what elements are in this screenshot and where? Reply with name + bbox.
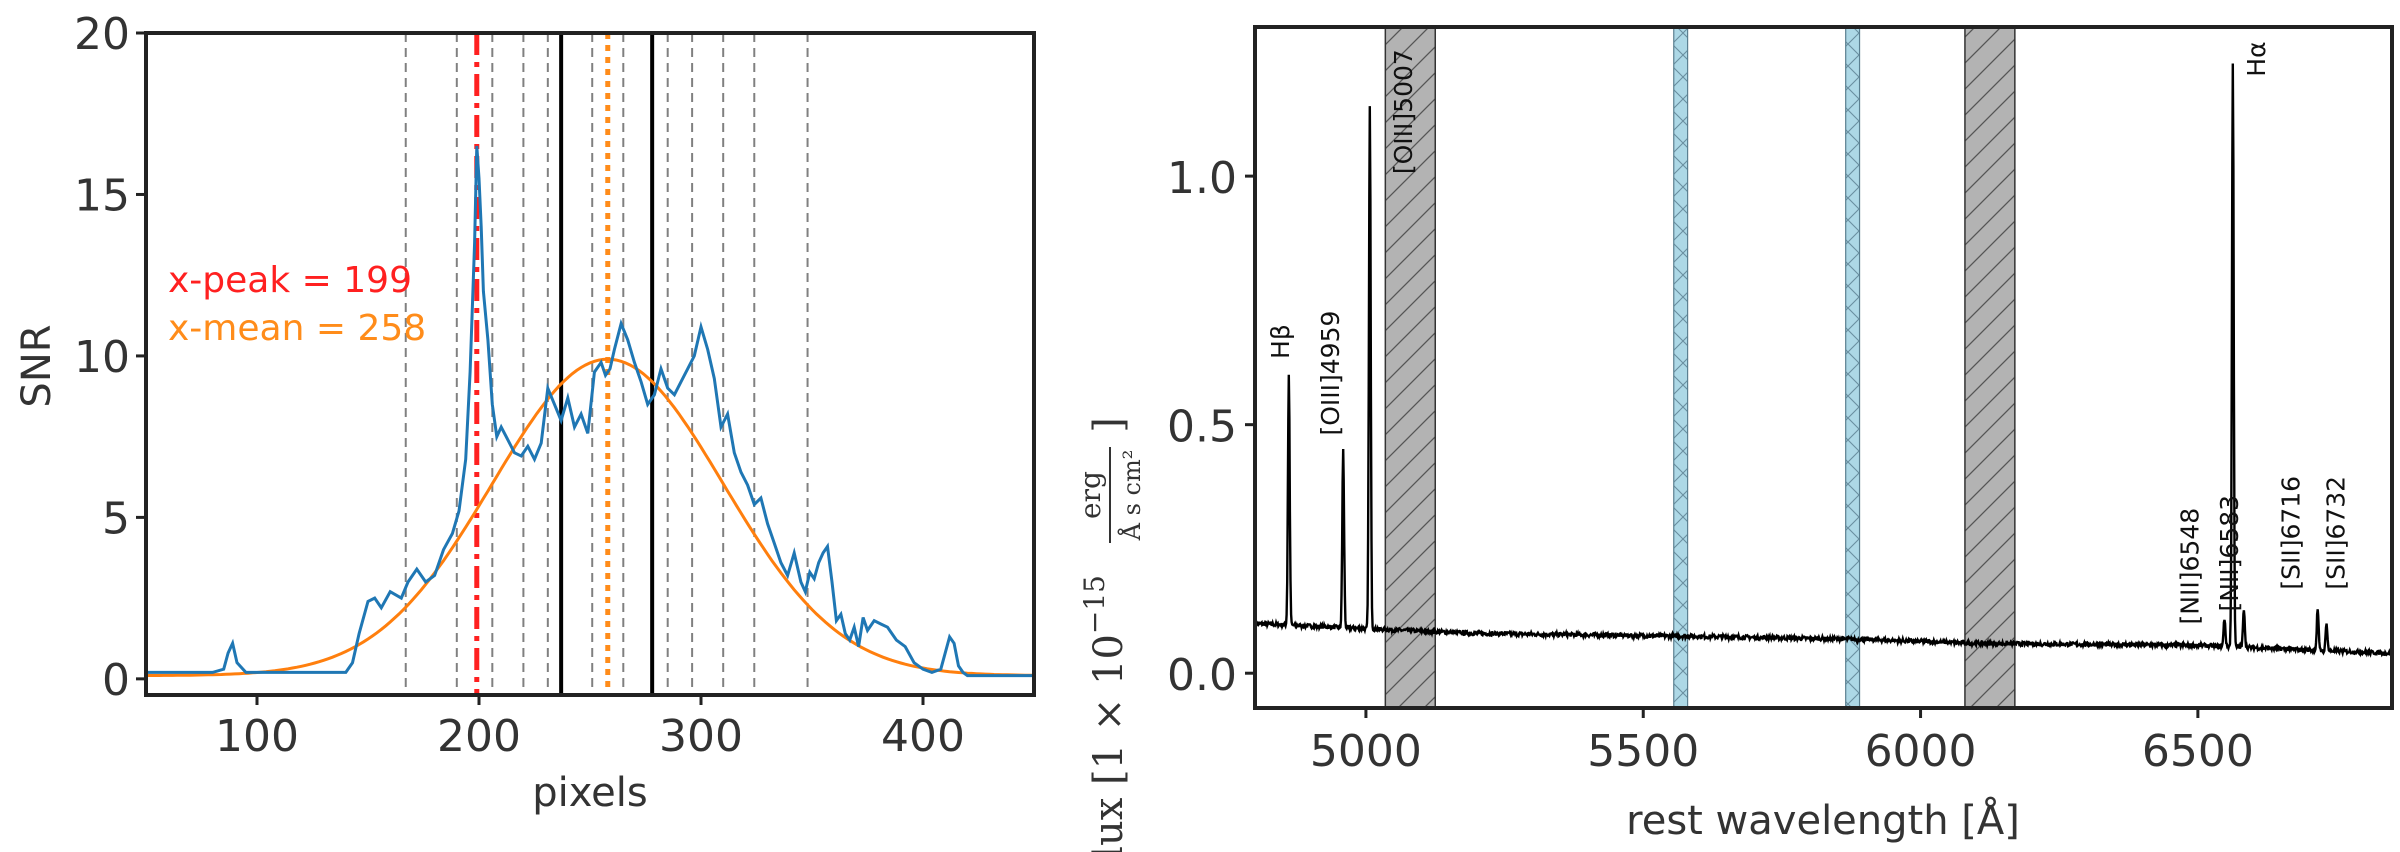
snr-panel: 100 200 300 400 0 5 10 15 20 x-peak = 199 x-mean… [14, 9, 1036, 816]
emission-line-label: Hα [2242, 41, 2271, 76]
gray-mask-band [1964, 27, 2016, 708]
snr-profile-line [146, 145, 1034, 678]
snr-axis-ticks: 100 200 300 400 0 5 10 15 20 [74, 9, 965, 762]
x-tick-label: 300 [659, 711, 743, 762]
y-label-suffix: ] [1086, 417, 1132, 433]
y-tick-label: 20 [74, 9, 130, 60]
spectrum-axis-ticks: 5000 5500 6000 6500 0.0 0.5 1.0 [1167, 153, 2254, 777]
x-tick-label: 5000 [1310, 726, 1422, 777]
gaussian-fit-line [146, 357, 1034, 677]
blue-mask-band [1673, 27, 1689, 708]
y-label-denominator: Å s cm² [1117, 450, 1146, 542]
y-tick-label: 10 [74, 332, 130, 383]
y-tick-label: 0.0 [1167, 650, 1237, 701]
spectrum-y-axis-label: flux [1 × 10−15 erg Å s cm² ] [1074, 417, 1146, 852]
emission-line-label: [SII]6716 [2277, 476, 2306, 590]
y-tick-label: 5 [102, 493, 130, 544]
y-tick-label: 1.0 [1167, 153, 1237, 204]
x-mean-annotation: x-mean = 258 [168, 308, 426, 349]
emission-line-labels: Hβ [OIII]4959 [OIII]5007 [NII]6548 Hα [NII]65… [1266, 41, 2351, 624]
emission-line-label: [OIII]4959 [1316, 311, 1345, 436]
blue-mask-band [1845, 27, 1861, 708]
y-tick-label: 15 [74, 170, 130, 221]
emission-line-label: [SII]6732 [2322, 476, 2351, 590]
snr-x-axis-label: pixels [532, 770, 648, 816]
x-tick-label: 6000 [1865, 726, 1977, 777]
y-label-numerator: erg [1074, 471, 1107, 519]
x-tick-label: 100 [215, 711, 299, 762]
y-tick-label: 0 [102, 655, 130, 706]
x-tick-label: 400 [881, 711, 965, 762]
x-tick-label: 5500 [1587, 726, 1699, 777]
masked-bands [1384, 27, 2016, 708]
spectrum-plot-frame [1253, 25, 2394, 710]
gray-mask-band [1384, 27, 1437, 708]
emission-line-label: [NII]6548 [2176, 508, 2205, 625]
spectrum-x-axis-label: rest wavelength [Å] [1626, 796, 2020, 844]
x-peak-annotation: x-peak = 199 [168, 260, 412, 301]
y-label-prefix: flux [1 × 10−15 [1078, 575, 1132, 852]
emission-line-label: Hβ [1266, 324, 1295, 359]
emission-line-label: [NII]6583 [2215, 495, 2244, 612]
spectrum-panel: 5000 5500 6000 6500 0.0 0.5 1.0 Hβ [OIII]4959 [O… [1074, 25, 2394, 852]
x-tick-label: 200 [437, 711, 521, 762]
spectrum-line [1255, 63, 2392, 658]
y-tick-label: 0.5 [1167, 402, 1237, 453]
snr-plot-frame [144, 31, 1036, 697]
snr-y-axis-label: SNR [14, 324, 60, 407]
emission-line-label: [OIII]5007 [1389, 49, 1418, 174]
x-tick-label: 6500 [2142, 726, 2254, 777]
vertical-markers [404, 33, 809, 695]
